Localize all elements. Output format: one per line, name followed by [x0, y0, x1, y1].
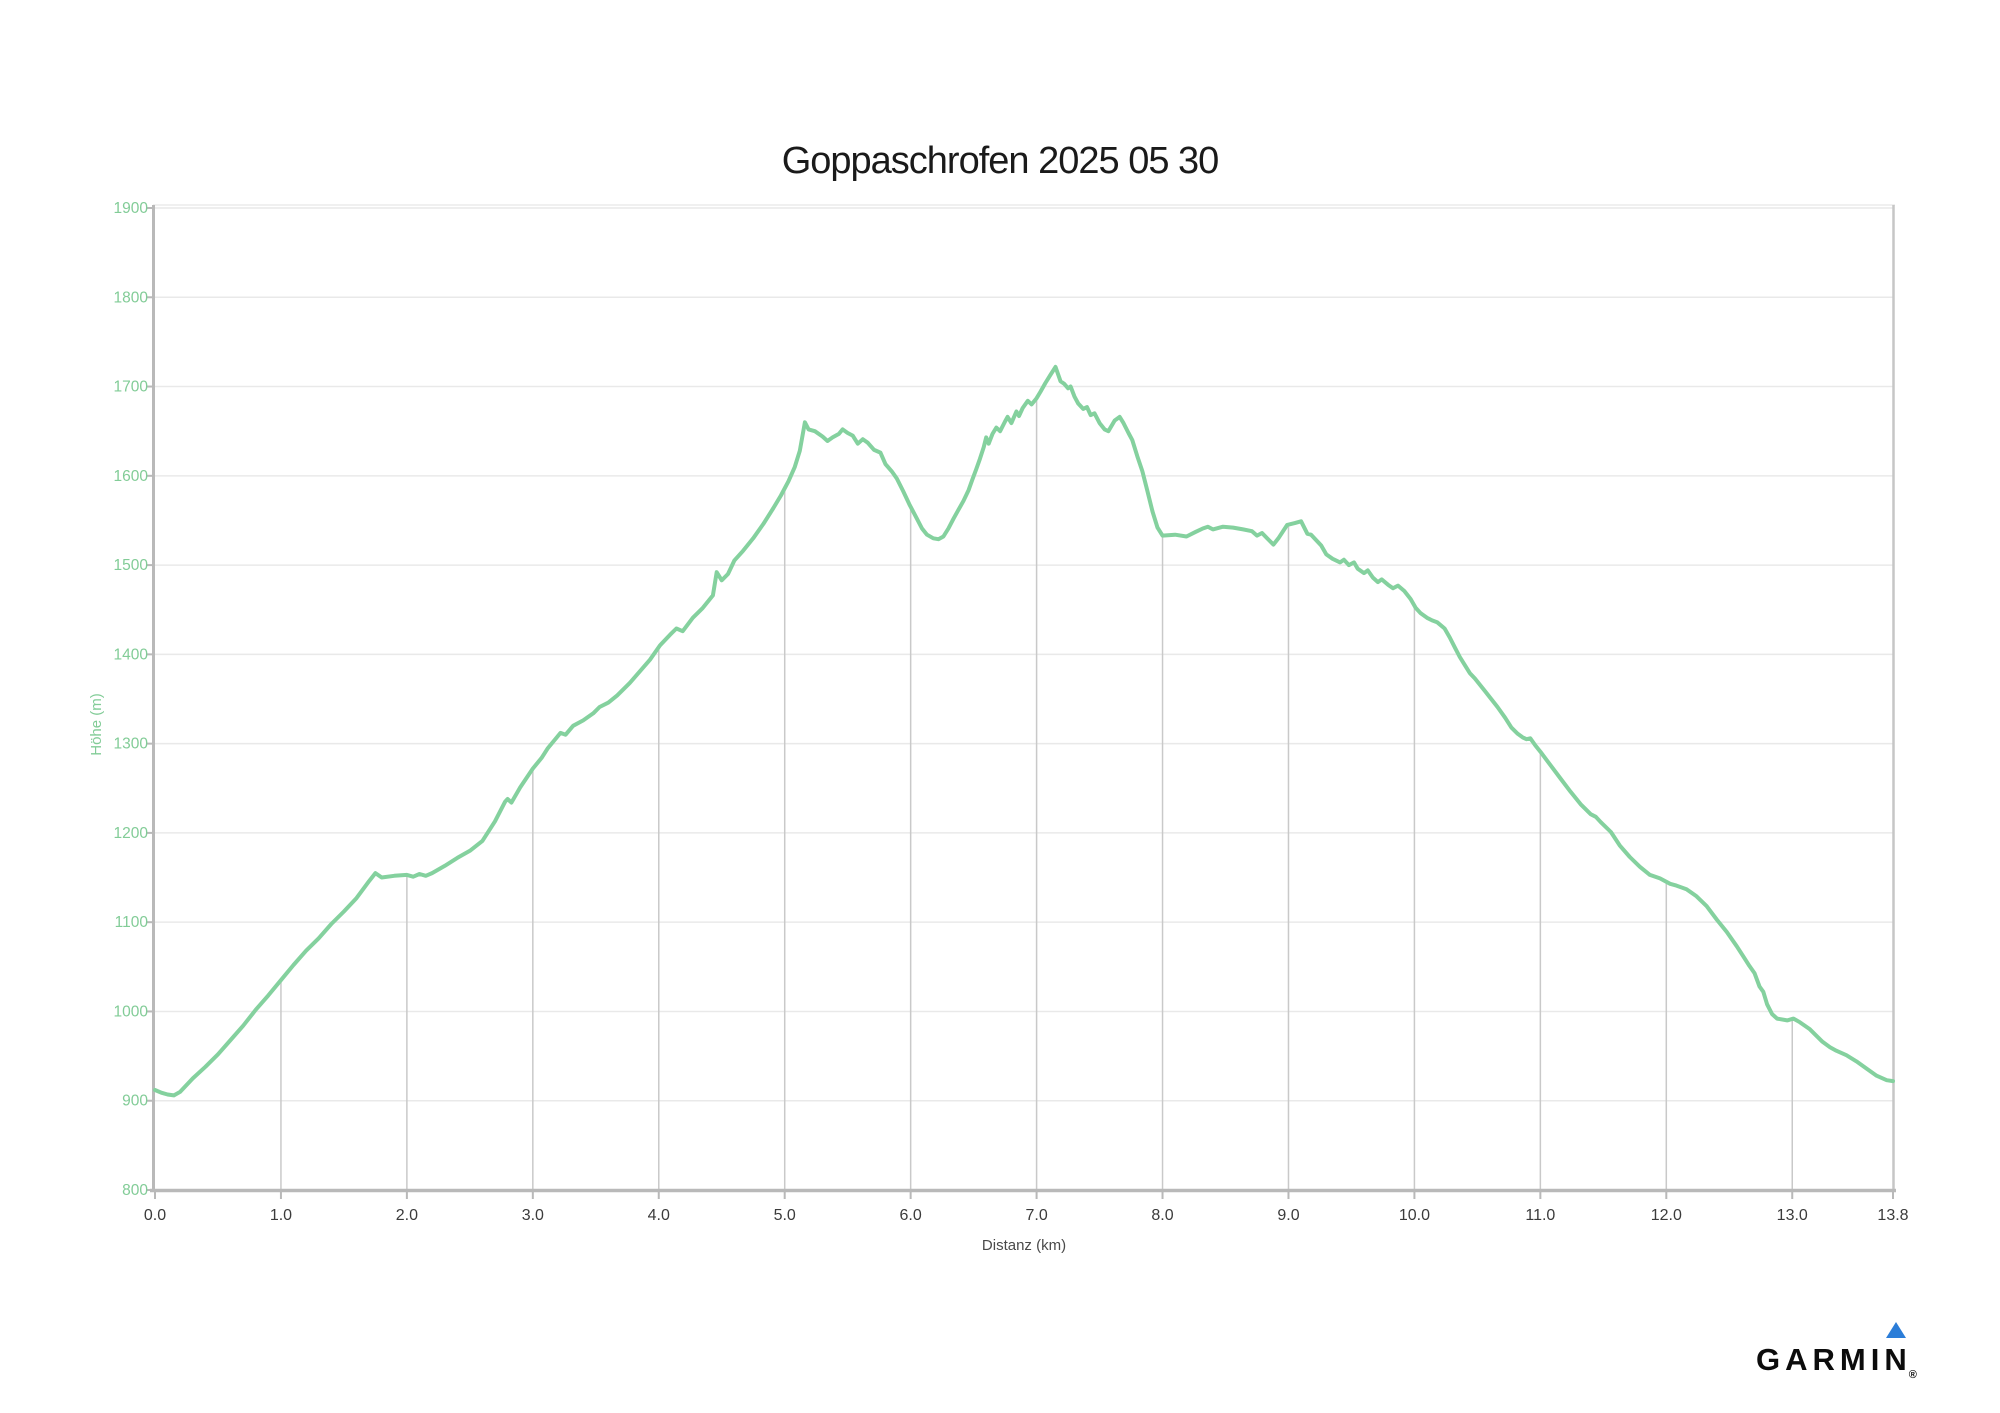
y-tick-label: 1100	[115, 914, 149, 931]
horizontal-gridlines	[155, 207, 1893, 1102]
x-tick-label: 3.0	[522, 1207, 544, 1224]
y-tick-label: 800	[122, 1182, 148, 1199]
y-axis-title: Höhe (m)	[88, 693, 105, 756]
y-tick-label: 1000	[114, 1003, 149, 1020]
x-tick-label: 1.0	[270, 1207, 292, 1224]
chart-title: Goppaschrofen 2025 05 30	[781, 140, 1220, 182]
y-tick-label: 1900	[114, 200, 149, 217]
x-axis-ticks: 0.0 1.0 2.0 3.0 4.0 5.0 6.0 7.0 8.0 9.0 10.0 11.0 12…	[144, 1192, 1909, 1224]
x-tick-label: 6.0	[900, 1207, 922, 1224]
y-tick-label: 1300	[114, 736, 149, 753]
x-tick-label: 5.0	[774, 1207, 796, 1224]
y-tick-label: 1200	[114, 825, 149, 842]
x-tick-label: 9.0	[1277, 1207, 1299, 1224]
vertical-gridlines	[280, 366, 1793, 1190]
x-tick-label: 11.0	[1525, 1207, 1555, 1224]
elevation-line	[153, 364, 1895, 1098]
garmin-wordmark: GARMIN®	[1756, 1342, 1917, 1381]
x-tick-label: 13.8	[1877, 1207, 1908, 1224]
x-tick-label: 10.0	[1399, 1207, 1430, 1224]
x-tick-label: 4.0	[648, 1207, 670, 1224]
y-tick-label: 1700	[114, 379, 149, 396]
y-tick-label: 1800	[114, 289, 149, 306]
y-tick-label: 1400	[114, 646, 149, 663]
y-tick-label: 900	[122, 1093, 148, 1110]
x-tick-label: 0.0	[144, 1207, 166, 1224]
x-tick-label: 13.0	[1777, 1207, 1808, 1224]
x-tick-label: 8.0	[1151, 1207, 1173, 1224]
garmin-logo: GARMIN®	[1756, 1322, 1956, 1392]
x-tick-label: 12.0	[1651, 1207, 1682, 1224]
registered-mark: ®	[1908, 1369, 1917, 1381]
y-tick-label: 1600	[114, 468, 149, 485]
garmin-triangle-icon	[1886, 1322, 1906, 1338]
x-tick-label: 7.0	[1025, 1207, 1047, 1224]
y-tick-label: 1500	[114, 557, 149, 574]
x-axis-title: Distanz (km)	[982, 1237, 1066, 1254]
y-axis-ticks: 800 900 1000 1100 1200 1300 1400 1500 1600 1700 18…	[114, 200, 153, 1199]
x-tick-label: 2.0	[396, 1207, 418, 1224]
